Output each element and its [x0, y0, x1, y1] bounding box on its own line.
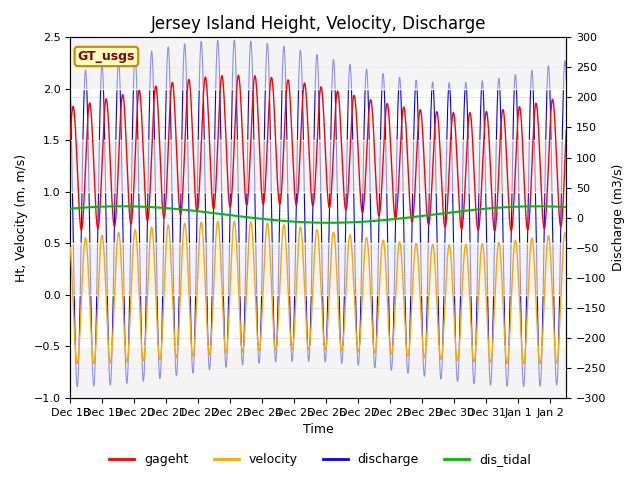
- Bar: [70, 243, 566, 295]
- Title: Jersey Island Height, Velocity, Discharge: Jersey Island Height, Velocity, Discharg…: [150, 15, 486, 33]
- Bar: [70, 347, 566, 398]
- Legend: gageht, velocity, discharge, dis_tidal: gageht, velocity, discharge, dis_tidal: [104, 448, 536, 471]
- Bar: [70, 37, 566, 89]
- Y-axis label: Discharge (m3/s): Discharge (m3/s): [612, 164, 625, 271]
- Y-axis label: Ht, Velocity (m, m/s): Ht, Velocity (m, m/s): [15, 154, 28, 282]
- Text: GT_usgs: GT_usgs: [77, 50, 135, 63]
- X-axis label: Time: Time: [303, 423, 333, 436]
- Bar: [70, 140, 566, 192]
